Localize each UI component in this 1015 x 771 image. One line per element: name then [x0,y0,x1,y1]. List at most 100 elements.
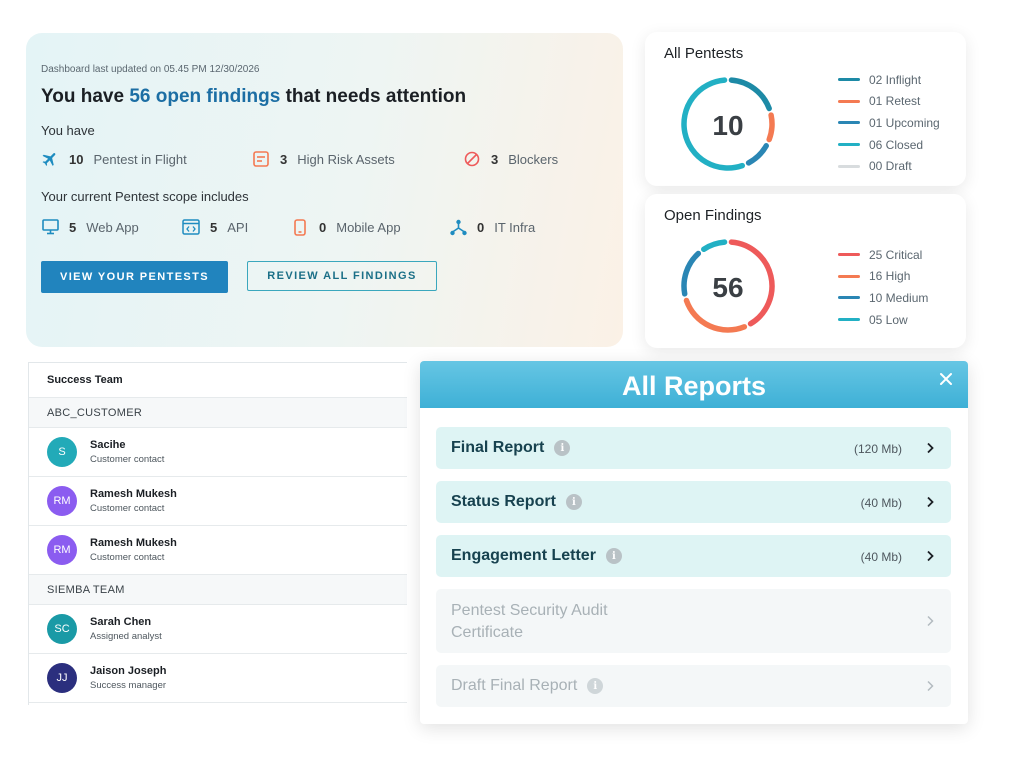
avatar: RM [47,486,77,516]
open-findings-highlight: 56 open findings [129,86,281,107]
legend-swatch [838,253,860,257]
legend-swatch [838,296,860,300]
all-pentests-title: All Pentests [664,45,744,62]
stat-pentest-in-flight: 10 Pentest in Flight [41,150,187,168]
team-member[interactable]: SC Sarah Chen Assigned analyst [29,605,407,654]
donut-segment [701,239,728,253]
info-icon[interactable]: i [554,440,571,456]
donut-segment [681,250,702,297]
legend-item: 10 Medium [838,287,928,309]
last-updated-text: Dashboard last updated on 05.45 PM 12/30… [41,64,260,75]
monitor-icon [41,218,59,236]
headline: You have 56 open findings that needs att… [41,86,467,107]
donut-segment [681,77,746,171]
legend-swatch [838,121,860,125]
legend-label: 05 Low [869,312,908,327]
open-findings-total: 56 [712,272,743,303]
code-window-icon [182,218,200,236]
info-icon[interactable]: i [587,678,604,694]
scope-web-app: 5 Web App [41,218,139,236]
legend-item: 01 Retest [838,91,940,113]
avatar: RM [47,535,77,565]
legend-label: 16 High [869,269,911,284]
team-group-header: SIEMBA TEAM [29,575,407,605]
member-name: Jaison Joseph [90,665,167,677]
donut-segment [728,239,775,327]
report-pentest-security-audit-certificate: Pentest Security Audit Certificate [436,589,951,653]
team-group-header: ABC_CUSTOMER [29,398,407,428]
legend-swatch [838,78,860,82]
member-name: Ramesh Mukesh [90,537,177,549]
legend-swatch [838,318,860,322]
legend-swatch [838,164,860,168]
avatar: S [47,437,77,467]
chevron-right-icon [927,615,934,627]
legend-item: 16 High [838,266,928,288]
summary-card: Dashboard last updated on 05.45 PM 12/30… [26,33,623,347]
report-status-report[interactable]: Status Report i (40 Mb) [436,481,951,523]
legend-label: 10 Medium [869,290,929,305]
review-all-findings-button[interactable]: REVIEW ALL FINDINGS [247,261,437,291]
donut-segment [745,143,769,166]
all-pentests-total: 10 [712,110,743,141]
legend-item: 02 Inflight [838,69,940,91]
info-icon[interactable]: i [605,548,622,564]
close-icon[interactable] [938,371,954,387]
all-reports-modal: All Reports Final Report i (120 Mb) Statu… [420,361,968,724]
open-findings-card: Open Findings 56 25 Critical 16 High 10 Me… [645,194,966,348]
legend-label: 01 Upcoming [869,115,940,130]
legend-label: 01 Retest [869,94,921,109]
member-name: Sarah Chen [90,616,152,628]
report-size: (40 Mb) [860,496,902,510]
legend-item: 25 Critical [838,244,928,266]
scope-label: Your current Pentest scope includes [41,189,249,204]
legend-swatch [838,143,860,147]
member-name: Ramesh Mukesh [90,488,177,500]
report-name: Pentest Security Audit Certificate [451,602,608,641]
avatar: JJ [47,663,77,693]
blocked-icon [463,150,481,168]
legend-label: 25 Critical [869,247,923,262]
team-member[interactable]: JJ Jaison Joseph Success manager [29,654,407,703]
legend-label: 06 Closed [869,137,924,152]
reports-header: All Reports [420,361,968,408]
all-pentests-card: All Pentests 10 02 Inflight 01 Retest 01 U… [645,32,966,186]
member-role: Customer contact [90,454,165,465]
legend-swatch [838,99,860,103]
legend-label: 02 Inflight [869,72,922,87]
you-have-label: You have [41,123,95,138]
member-role: Customer contact [90,503,165,514]
network-icon [449,218,467,236]
report-name: Final Report [451,439,545,456]
stat-high-risk-assets: 3 High Risk Assets [252,150,395,168]
open-findings-title: Open Findings [664,207,762,224]
open-findings-donut: 56 [681,239,775,333]
team-member[interactable]: RM Ramesh Mukesh Customer contact [29,477,407,526]
report-name: Engagement Letter [451,547,596,564]
stat-blockers: 3 Blockers [463,150,558,168]
plane-icon [41,150,59,168]
view-your-pentests-button[interactable]: VIEW YOUR PENTESTS [41,261,228,293]
scope-api: 5 API [182,218,248,236]
report-final-report[interactable]: Final Report i (120 Mb) [436,427,951,469]
success-team-panel: Success Team ABC_CUSTOMER S Sacihe Custom… [28,362,407,705]
success-team-title: Success Team [29,363,407,398]
legend-item: 01 Upcoming [838,112,940,134]
open-findings-legend: 25 Critical 16 High 10 Medium 05 Low [838,244,928,330]
donut-segment [683,297,748,333]
donut-segment [728,77,772,112]
report-engagement-letter[interactable]: Engagement Letter i (40 Mb) [436,535,951,577]
server-icon [252,150,270,168]
scope-mobile-app: 0 Mobile App [291,218,401,236]
report-size: (120 Mb) [853,442,902,456]
avatar: SC [47,614,77,644]
info-icon[interactable]: i [565,494,582,510]
legend-item: 00 Draft [838,155,940,177]
member-name: Sacihe [90,439,126,451]
team-member[interactable]: S Sacihe Customer contact [29,428,407,477]
team-member[interactable]: RM Ramesh Mukesh Customer contact [29,526,407,575]
report-name: Draft Final Report [451,677,578,694]
member-role: Assigned analyst [90,631,162,642]
report-size: (40 Mb) [860,550,902,564]
legend-label: 00 Draft [869,159,912,174]
